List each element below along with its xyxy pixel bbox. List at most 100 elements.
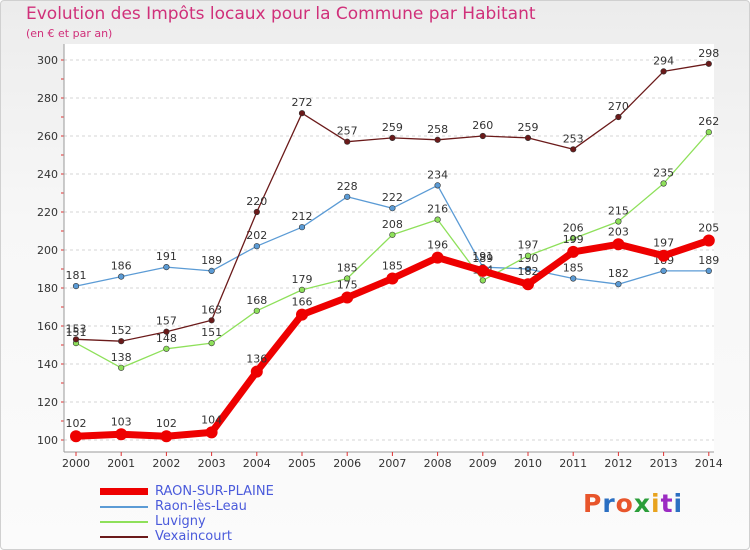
data-label: 197: [653, 237, 674, 250]
data-point: [344, 193, 351, 200]
data-point: [612, 238, 625, 251]
legend-label: RAON-SUR-PLAINE: [155, 484, 274, 499]
y-tick-label: 200: [37, 244, 58, 257]
data-label: 186: [111, 260, 132, 273]
data-label: 262: [698, 115, 719, 128]
x-tick-label: 2007: [378, 457, 406, 470]
data-label: 215: [608, 205, 629, 218]
data-point: [160, 430, 173, 443]
data-point: [298, 286, 306, 294]
data-label: 148: [156, 332, 177, 345]
data-point: [163, 328, 170, 335]
data-point: [118, 273, 125, 280]
data-label: 259: [382, 121, 403, 134]
data-point: [705, 129, 712, 136]
data-point: [341, 291, 354, 304]
x-tick-label: 2001: [107, 457, 135, 470]
data-label: 182: [608, 267, 629, 280]
data-point: [386, 272, 399, 285]
data-label: 138: [111, 351, 132, 364]
data-label: 175: [337, 279, 358, 292]
data-label: 189: [201, 254, 222, 267]
data-label: 298: [698, 47, 719, 60]
y-tick-label: 180: [37, 282, 58, 295]
data-label: 202: [246, 229, 267, 242]
data-point: [434, 136, 441, 143]
legend-item: Vexaincourt: [100, 529, 360, 544]
data-label: 191: [472, 250, 493, 263]
data-label: 199: [563, 233, 584, 246]
data-point: [296, 308, 308, 321]
data-label: 270: [608, 100, 629, 113]
data-label: 189: [698, 254, 719, 267]
data-label: 168: [246, 294, 267, 307]
y-tick-label: 120: [37, 396, 58, 409]
data-label: 260: [472, 119, 493, 132]
x-tick-label: 2002: [152, 457, 180, 470]
legend-label: Raon-lès-Leau: [155, 499, 247, 514]
data-label: 212: [292, 210, 313, 223]
data-point: [389, 231, 396, 238]
x-tick-label: 2010: [514, 457, 542, 470]
data-label: 272: [292, 96, 313, 109]
data-point: [163, 264, 170, 271]
y-tick-label: 300: [37, 54, 58, 67]
data-point: [72, 283, 80, 290]
legend-item: Luvigny: [100, 514, 360, 529]
chart-title: Evolution des Impôts locaux pour la Comm…: [26, 4, 536, 24]
legend-label: Vexaincourt: [155, 529, 232, 544]
data-label: 152: [111, 324, 132, 337]
data-label: 259: [518, 121, 539, 134]
data-point: [567, 245, 580, 258]
data-point: [615, 218, 622, 225]
data-label: 157: [156, 315, 177, 328]
y-tick-label: 240: [37, 168, 58, 181]
data-point: [570, 275, 577, 282]
data-point: [657, 249, 670, 262]
legend-swatch: [100, 488, 148, 495]
data-label: 196: [427, 239, 448, 252]
data-point: [615, 113, 622, 121]
data-point: [660, 68, 667, 75]
logo-letter: t: [660, 489, 674, 518]
data-label: 151: [66, 326, 87, 339]
data-point: [479, 132, 486, 140]
x-tick-label: 2013: [650, 457, 678, 470]
data-point: [253, 243, 260, 250]
proxiti-logo: Proxiti: [583, 489, 683, 518]
data-point: [660, 267, 667, 275]
x-tick-label: 2005: [288, 457, 316, 470]
y-tick-label: 160: [37, 320, 58, 333]
data-label: 235: [653, 167, 674, 180]
data-point: [434, 216, 441, 223]
data-point: [208, 267, 215, 275]
data-label: 206: [563, 222, 584, 235]
data-label: 253: [563, 132, 584, 145]
data-point: [522, 278, 534, 291]
y-tick-label: 220: [37, 206, 58, 219]
data-label: 191: [156, 250, 177, 263]
data-label: 185: [563, 262, 584, 275]
data-label: 153: [66, 322, 87, 335]
legend-swatch: [100, 536, 148, 538]
data-label: 182: [518, 265, 539, 278]
y-tick-label: 100: [37, 434, 58, 447]
data-point: [479, 277, 486, 284]
logo-letter: o: [615, 489, 634, 518]
x-tick-label: 2006: [333, 457, 361, 470]
data-point: [118, 338, 125, 345]
data-label: 228: [337, 180, 358, 193]
data-point: [431, 251, 444, 264]
legend-item: RAON-SUR-PLAINE: [100, 484, 360, 499]
logo-letter: i: [673, 489, 684, 518]
x-tick-label: 2004: [243, 457, 271, 470]
data-point: [389, 205, 396, 212]
data-label: 181: [66, 269, 87, 282]
data-label: 102: [156, 417, 177, 430]
data-label: 151: [201, 326, 222, 339]
data-label: 203: [608, 225, 629, 238]
data-label: 136: [246, 353, 267, 366]
logo-letter: P: [583, 489, 603, 518]
data-point: [705, 60, 712, 67]
x-tick-label: 2003: [198, 457, 226, 470]
